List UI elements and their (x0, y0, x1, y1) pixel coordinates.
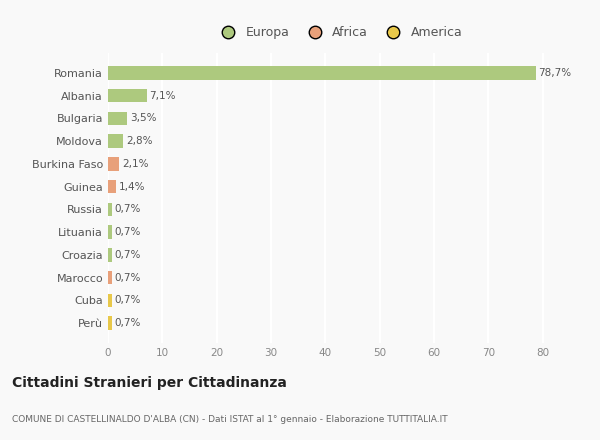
Text: 7,1%: 7,1% (149, 91, 176, 101)
Text: 2,8%: 2,8% (126, 136, 152, 146)
Bar (108, 89, 146, 103)
Bar (108, 134, 123, 148)
Text: Cittadini Stranieri per Cittadinanza: Cittadini Stranieri per Cittadinanza (12, 376, 287, 390)
Legend: Europa, Africa, America: Europa, Africa, America (211, 21, 467, 44)
Text: 2,1%: 2,1% (122, 159, 149, 169)
Text: 0,7%: 0,7% (115, 250, 141, 260)
Bar (108, 157, 119, 171)
Bar (108, 225, 112, 239)
Text: 0,7%: 0,7% (115, 318, 141, 328)
Text: COMUNE DI CASTELLINALDO D'ALBA (CN) - Dati ISTAT al 1° gennaio - Elaborazione TU: COMUNE DI CASTELLINALDO D'ALBA (CN) - Da… (12, 415, 448, 425)
Bar (108, 293, 112, 307)
Text: 1,4%: 1,4% (118, 182, 145, 192)
Text: 0,7%: 0,7% (115, 204, 141, 214)
Bar (108, 111, 127, 125)
Text: 0,7%: 0,7% (115, 295, 141, 305)
Text: 3,5%: 3,5% (130, 114, 156, 123)
Bar (108, 271, 112, 285)
Text: 0,7%: 0,7% (115, 227, 141, 237)
Bar (108, 316, 112, 330)
Text: 0,7%: 0,7% (115, 273, 141, 282)
Text: 78,7%: 78,7% (538, 68, 572, 78)
Bar (108, 66, 536, 80)
Bar (108, 248, 112, 262)
Bar (108, 202, 112, 216)
Bar (108, 180, 116, 194)
